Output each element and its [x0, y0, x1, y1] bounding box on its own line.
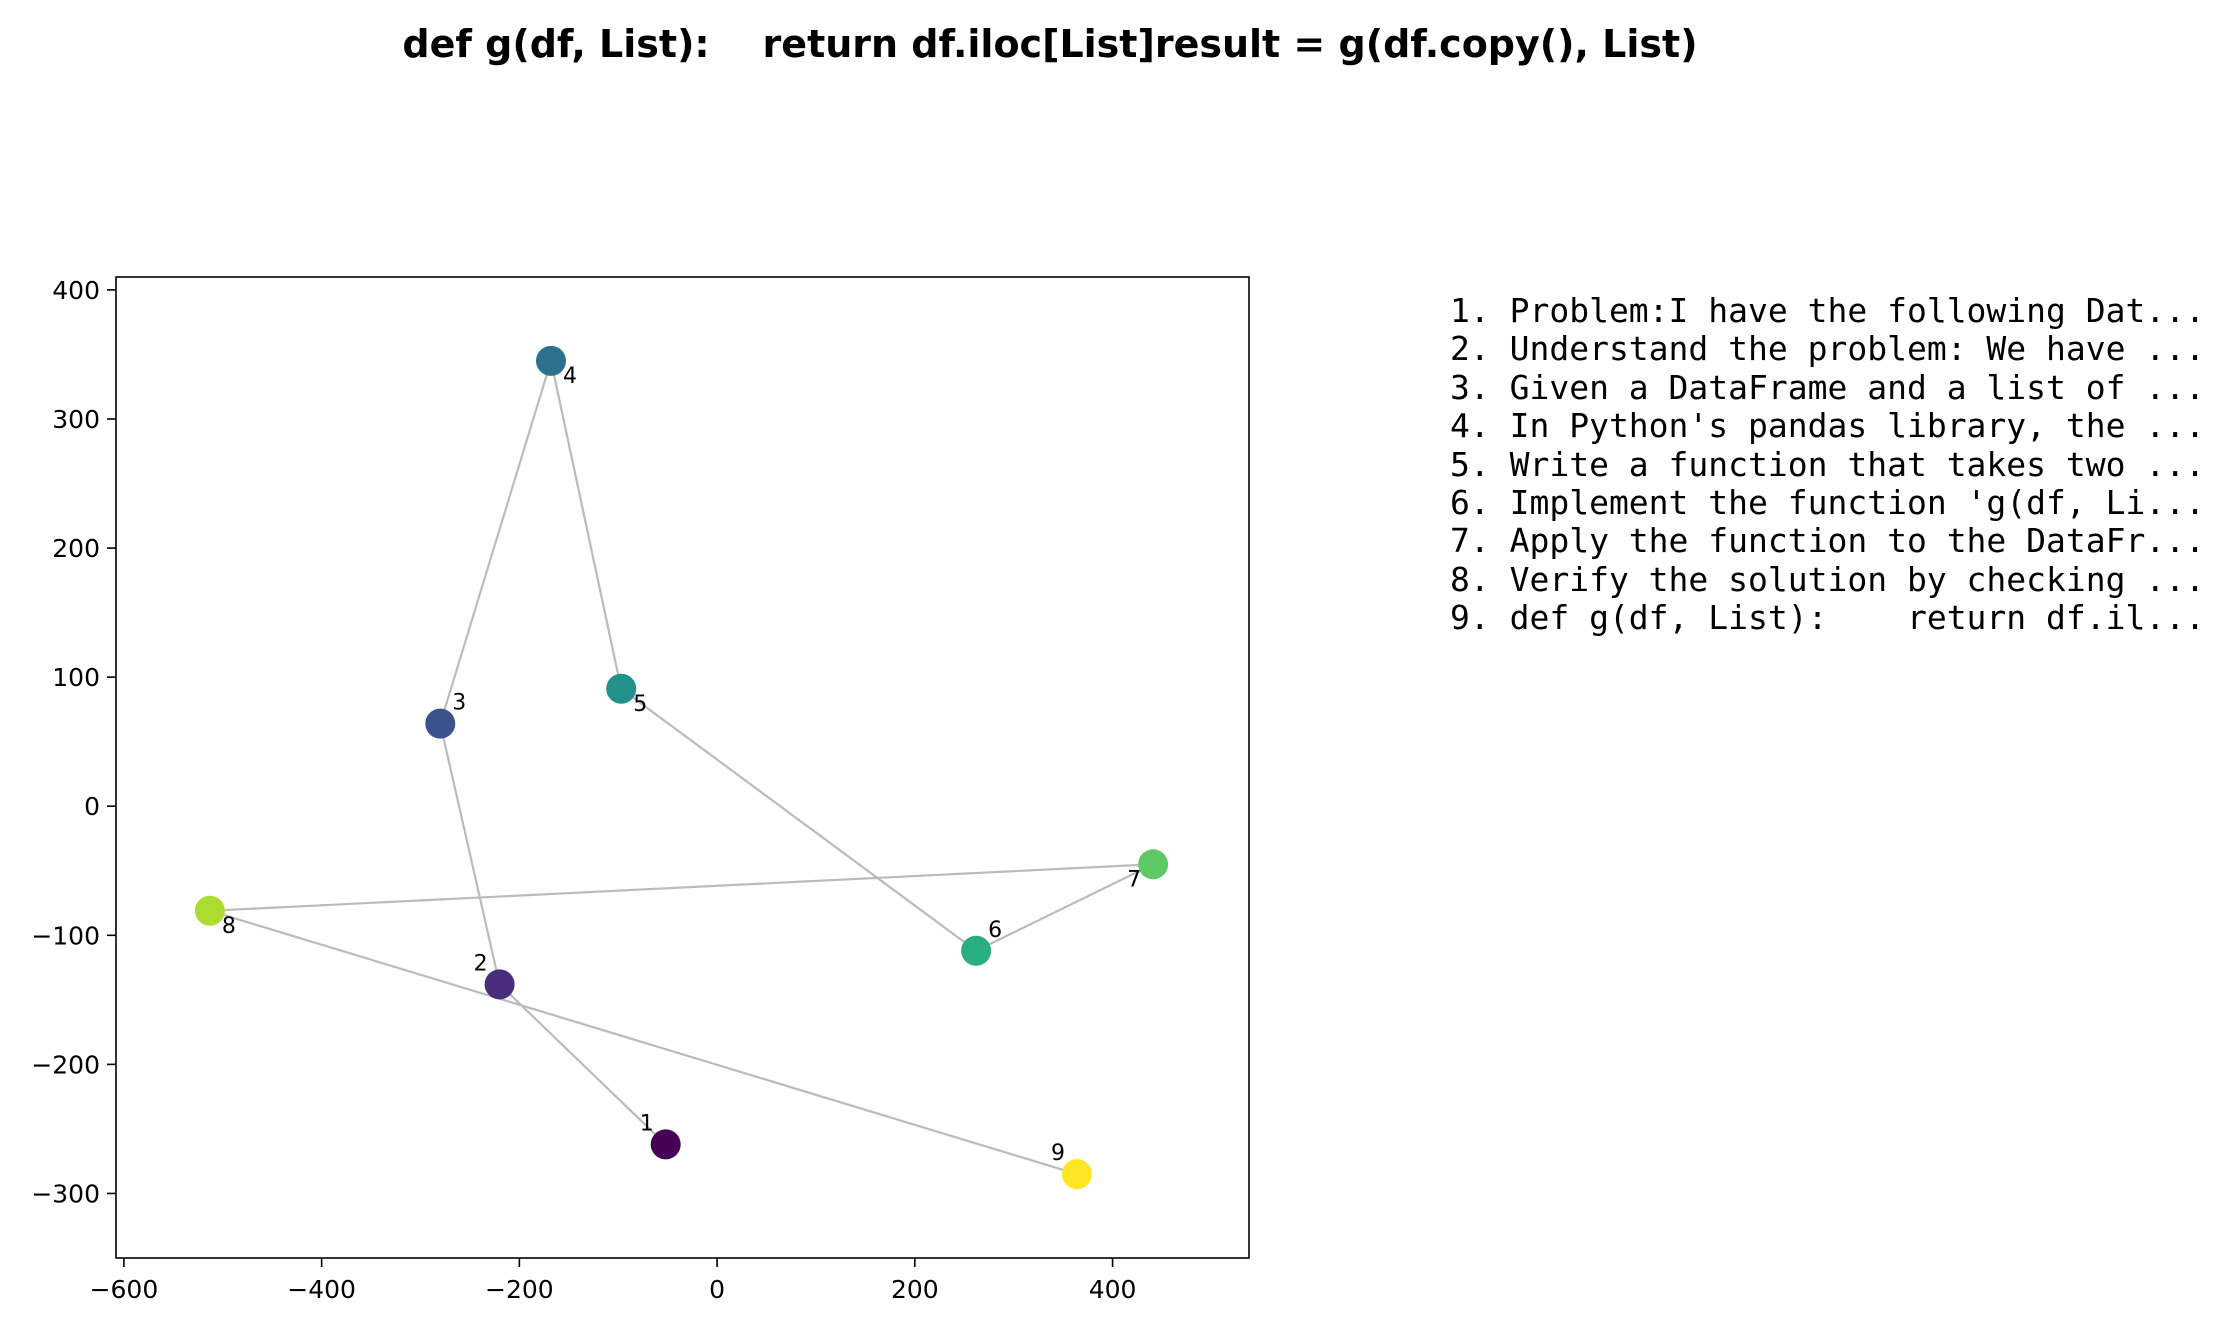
x-tick-label: 200 — [891, 1275, 939, 1304]
step-item-2: 2. Understand the problem: We have ... — [1450, 329, 2205, 369]
step-item-4: 4. In Python's pandas library, the ... — [1450, 406, 2205, 446]
step-item-9: 9. def g(df, List): return df.il... — [1450, 598, 2205, 638]
point-label-3: 3 — [452, 691, 466, 716]
y-tick-label: 400 — [52, 276, 100, 305]
x-tick-label: 0 — [709, 1275, 725, 1304]
x-tick-label: −200 — [485, 1275, 554, 1304]
point-label-4: 4 — [563, 364, 577, 389]
data-point-9 — [1061, 1159, 1092, 1190]
step-item-6: 6. Implement the function 'g(df, Li... — [1450, 483, 2205, 523]
point-label-8: 8 — [222, 914, 236, 939]
y-tick-label: 200 — [52, 534, 100, 563]
data-point-8 — [194, 895, 225, 926]
point-label-7: 7 — [1127, 867, 1141, 892]
step-item-3: 3. Given a DataFrame and a list of ... — [1450, 367, 2205, 407]
axes-frame — [115, 276, 1250, 1259]
step-item-8: 8. Verify the solution by checking ... — [1450, 559, 2205, 599]
y-tick-label: −100 — [31, 921, 100, 950]
data-point-3 — [425, 708, 456, 739]
data-point-7 — [1138, 849, 1169, 880]
x-tick-label: −400 — [287, 1275, 356, 1304]
y-tick-label: −200 — [31, 1050, 100, 1079]
step-item-1: 1. Problem:I have the following Dat... — [1450, 291, 2205, 330]
data-point-4 — [536, 345, 567, 376]
data-point-5 — [606, 673, 637, 704]
data-point-1 — [650, 1129, 681, 1160]
x-tick-label: 400 — [1089, 1275, 1137, 1304]
connection-lines — [209, 356, 1154, 1176]
point-labels: 1 2 3 4 5 6 7 8 9 — [222, 364, 1141, 1166]
data-points — [194, 345, 1169, 1190]
x-tick-label: −600 — [90, 1275, 159, 1304]
point-label-5: 5 — [633, 692, 647, 717]
y-tick-label: 0 — [84, 792, 100, 821]
y-tick-label: −300 — [31, 1179, 100, 1208]
point-label-2: 2 — [474, 951, 488, 976]
y-axis: −300 −200 −100 0 100 200 300 400 — [31, 276, 116, 1208]
step-item-7: 7. Apply the function to the DataFr... — [1450, 521, 2205, 561]
point-label-6: 6 — [988, 918, 1002, 943]
data-point-2 — [484, 969, 515, 1000]
point-label-9: 9 — [1051, 1141, 1065, 1166]
x-axis: −600 −400 −200 0 200 400 — [90, 1258, 1137, 1304]
y-tick-label: 300 — [52, 405, 100, 434]
data-point-6 — [961, 935, 992, 966]
y-tick-label: 100 — [52, 663, 100, 692]
steps-list: 1. Problem:I have the following Dat... 2.… — [1450, 291, 2205, 638]
point-label-1: 1 — [640, 1111, 654, 1136]
series-line — [209, 356, 1154, 1176]
chart-title: def g(df, List): return df.iloc[List]res… — [402, 22, 1698, 66]
step-item-5: 5. Write a function that takes two ... — [1450, 444, 2205, 484]
